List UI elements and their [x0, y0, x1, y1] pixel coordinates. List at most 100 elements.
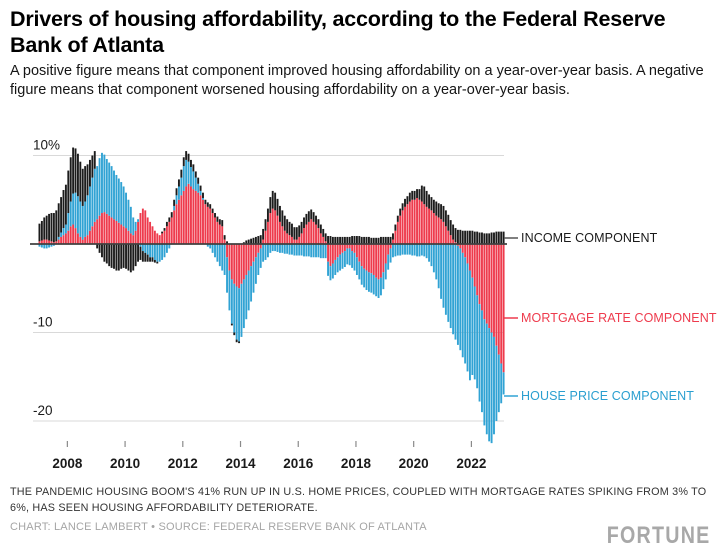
bar-segment-house [194, 177, 197, 191]
bar-segment-house [454, 244, 457, 340]
bar-segment-income [327, 236, 329, 244]
bar-segment-house [153, 244, 156, 260]
bar-segment-income [218, 219, 221, 225]
bar-segment-house [360, 266, 363, 285]
bar-segment-mortgage [238, 244, 241, 289]
bar-segment-income [449, 220, 452, 236]
fortune-logo: FORTUNE [606, 522, 710, 549]
chart-credit: CHART: LANCE LAMBERT • SOURCE: FEDERAL R… [10, 521, 427, 533]
bar-segment-income [199, 185, 202, 191]
bar-segment-mortgage [206, 206, 209, 244]
bar-segment-mortgage [351, 244, 354, 252]
bar-segment-mortgage [444, 226, 447, 244]
bar-segment-mortgage [420, 201, 423, 244]
bar-segment-mortgage [478, 244, 481, 305]
bar-segment-income [303, 217, 305, 229]
bar-segment-mortgage [497, 244, 500, 355]
bar-segment-mortgage [264, 230, 267, 244]
bar-segment-income [418, 189, 421, 200]
bar-segment-income [432, 199, 435, 214]
bar-segment-income [488, 233, 491, 244]
bar-segment-income [226, 241, 228, 244]
bar-segment-house [348, 248, 351, 266]
bar-segment-mortgage [490, 244, 493, 333]
bar-segment-house [45, 244, 48, 249]
bar-segment-mortgage [57, 239, 60, 244]
bar-segment-income [293, 227, 296, 240]
bar-segment-mortgage [55, 241, 58, 244]
bar-segment-income [52, 213, 55, 243]
bar-segment-mortgage [115, 220, 118, 244]
bar-segment-mortgage [355, 244, 358, 258]
bar-segment-mortgage [476, 244, 479, 296]
bar-segment-mortgage [60, 236, 63, 244]
bar-segment-income [339, 236, 342, 244]
bar-segment-income [72, 147, 75, 194]
bar-segment-income [235, 339, 238, 343]
x-axis-label-2016: 2016 [283, 456, 314, 471]
bar-segment-income [122, 244, 125, 268]
bar-segment-mortgage [153, 230, 156, 244]
bar-segment-mortgage [192, 189, 195, 244]
bar-segment-house [38, 244, 41, 247]
bar-segment-house [420, 244, 423, 256]
bar-segment-mortgage [230, 244, 233, 280]
bar-segment-mortgage [199, 195, 202, 244]
bar-segment-house [165, 244, 168, 253]
bar-segment-mortgage [276, 215, 279, 244]
bar-segment-mortgage [45, 239, 48, 244]
bar-segment-income [192, 164, 195, 172]
bar-segment-house [473, 286, 476, 380]
bar-segment-house [468, 270, 471, 381]
bar-segment-income [355, 236, 358, 244]
bar-segment-house [291, 244, 293, 255]
bar-segment-income [416, 189, 418, 198]
bar-segment-income [485, 233, 488, 244]
bar-segment-house [303, 244, 305, 257]
bar-segment-mortgage [360, 244, 363, 267]
bar-segment-house [113, 170, 115, 220]
bar-segment-mortgage [423, 204, 426, 244]
bar-segment-mortgage [295, 239, 298, 244]
bar-segment-house [192, 171, 195, 190]
bar-segment-income [464, 230, 467, 244]
bar-segment-income [353, 236, 356, 244]
bar-segment-mortgage [291, 236, 293, 244]
bar-segment-mortgage [129, 233, 132, 244]
bar-segment-income [120, 244, 123, 269]
bar-segment-house [72, 193, 75, 225]
bar-segment-mortgage [235, 244, 238, 287]
bar-segment-income [411, 190, 414, 200]
bar-segment-mortgage [182, 190, 185, 244]
bar-segment-mortgage [89, 230, 91, 244]
bar-segment-mortgage [413, 199, 416, 244]
bar-segment-house [394, 244, 397, 257]
bar-segment-income [380, 236, 382, 244]
bar-segment-house [257, 252, 260, 275]
bar-segment-mortgage [437, 217, 440, 244]
bar-segment-income [346, 236, 349, 244]
bar-segment-mortgage [303, 228, 305, 244]
bar-segment-mortgage [300, 233, 303, 244]
bar-segment-mortgage [396, 221, 399, 245]
bar-segment-income [343, 236, 346, 244]
bar-segment-house [478, 304, 481, 402]
bar-segment-house [319, 244, 322, 259]
bar-segment-mortgage [48, 240, 51, 244]
bar-segment-house [461, 252, 464, 358]
bar-segment-house [214, 244, 216, 258]
bar-segment-house [50, 244, 53, 247]
bar-segment-income [365, 236, 368, 244]
bar-segment-house [495, 345, 498, 421]
bar-segment-mortgage [259, 244, 262, 249]
bar-segment-mortgage [500, 244, 503, 364]
bar-segment-house [399, 244, 402, 256]
bar-segment-mortgage [132, 235, 135, 244]
bar-segment-mortgage [81, 239, 84, 244]
bar-segment-mortgage [425, 206, 428, 244]
bar-segment-income [64, 184, 67, 225]
bar-segment-income [476, 231, 479, 244]
bar-segment-mortgage [110, 217, 113, 244]
bar-segment-house [382, 272, 385, 290]
bar-segment-house [226, 257, 228, 293]
